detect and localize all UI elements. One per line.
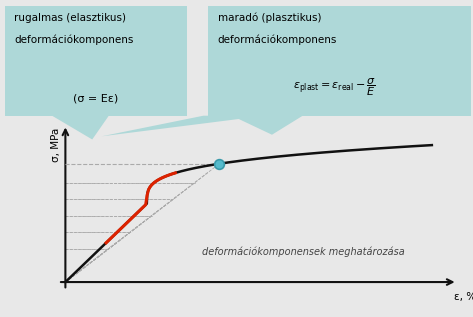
Text: rugalmas (elasztikus): rugalmas (elasztikus) xyxy=(14,13,126,23)
Text: deformációkomponensek meghatározása: deformációkomponensek meghatározása xyxy=(202,247,405,257)
Text: ε, %: ε, % xyxy=(454,292,473,302)
Text: (σ = Eε): (σ = Eε) xyxy=(73,93,118,103)
Text: σ, MPa: σ, MPa xyxy=(51,127,61,162)
Text: deformációkomponens: deformációkomponens xyxy=(14,35,133,45)
Text: $\varepsilon_{\mathrm{plast}} = \varepsilon_{\mathrm{real}} - \dfrac{\sigma}{E}$: $\varepsilon_{\mathrm{plast}} = \varepsi… xyxy=(292,77,376,98)
Text: maradó (plasztikus): maradó (plasztikus) xyxy=(218,13,321,23)
Text: deformációkomponens: deformációkomponens xyxy=(218,35,337,45)
